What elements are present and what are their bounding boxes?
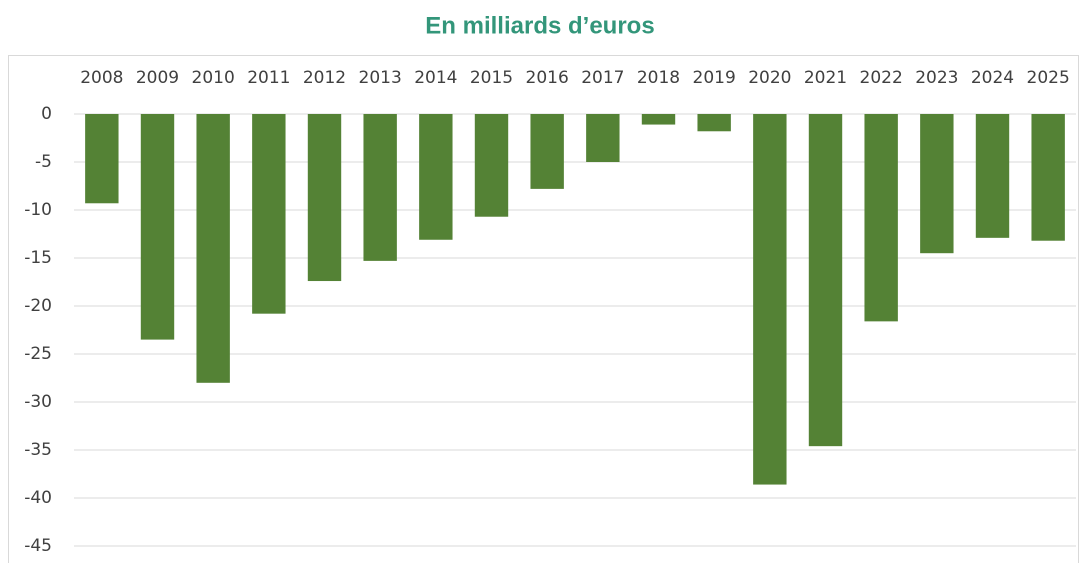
bar bbox=[1031, 114, 1065, 241]
x-tick-label: 2009 bbox=[136, 68, 179, 88]
y-tick-label: -45 bbox=[24, 536, 52, 556]
x-tick-label: 2024 bbox=[971, 68, 1014, 88]
bar bbox=[586, 114, 620, 162]
y-tick-label: -15 bbox=[24, 248, 52, 268]
x-tick-label: 2015 bbox=[470, 68, 513, 88]
x-tick-label: 2008 bbox=[80, 68, 123, 88]
y-tick-label: -40 bbox=[24, 488, 52, 508]
bar bbox=[307, 114, 342, 282]
bar bbox=[808, 114, 843, 447]
x-tick-label: 2025 bbox=[1027, 68, 1070, 88]
chart-title: En milliards d’euros bbox=[425, 12, 654, 39]
bar bbox=[641, 114, 676, 125]
y-tick-label: -25 bbox=[24, 344, 52, 364]
bar bbox=[530, 114, 564, 189]
bar bbox=[252, 114, 286, 314]
y-tick-label: -10 bbox=[24, 200, 52, 220]
x-tick-label: 2013 bbox=[359, 68, 402, 88]
bar bbox=[753, 114, 787, 485]
x-tick-label: 2017 bbox=[581, 68, 624, 88]
x-tick-label: 2011 bbox=[247, 68, 290, 88]
x-tick-label: 2012 bbox=[303, 68, 346, 88]
x-tick-label: 2021 bbox=[804, 68, 847, 88]
y-tick-label: 0 bbox=[41, 104, 52, 124]
bar bbox=[85, 114, 119, 204]
bar bbox=[419, 114, 453, 240]
y-tick-label: -35 bbox=[24, 440, 52, 460]
x-tick-label: 2018 bbox=[637, 68, 680, 88]
bar bbox=[975, 114, 1010, 238]
x-tick-label: 2020 bbox=[748, 68, 791, 88]
bar bbox=[697, 114, 731, 132]
y-tick-label: -5 bbox=[35, 152, 52, 172]
chart-frame bbox=[8, 55, 1079, 563]
bar bbox=[363, 114, 397, 261]
y-tick-label: -30 bbox=[24, 392, 52, 412]
x-tick-label: 2014 bbox=[414, 68, 457, 88]
x-tick-label: 2019 bbox=[693, 68, 736, 88]
bar bbox=[474, 114, 509, 217]
x-tick-label: 2010 bbox=[192, 68, 235, 88]
bar bbox=[920, 114, 954, 254]
x-tick-label: 2022 bbox=[860, 68, 903, 88]
bar bbox=[196, 114, 230, 383]
bar bbox=[140, 114, 175, 340]
x-tick-label: 2016 bbox=[526, 68, 569, 88]
bar bbox=[864, 114, 898, 322]
y-tick-label: -20 bbox=[24, 296, 52, 316]
x-tick-label: 2023 bbox=[915, 68, 958, 88]
